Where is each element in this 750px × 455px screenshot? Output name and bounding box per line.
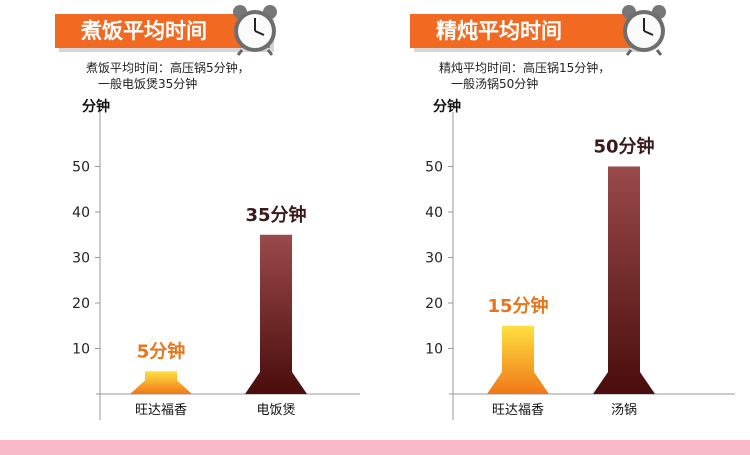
y-tick-label: 50 bbox=[72, 160, 90, 176]
description-line-1: 精炖平均时间：高压锅15分钟， bbox=[439, 61, 611, 75]
bar-competitor bbox=[593, 166, 655, 394]
y-tick-label: 10 bbox=[72, 342, 90, 358]
y-tick-label: 30 bbox=[72, 251, 90, 267]
bar-competitor bbox=[245, 234, 307, 394]
bar-value-label: 50分钟 bbox=[593, 136, 654, 158]
bar-value-label: 35分钟 bbox=[245, 204, 306, 226]
x-category-label: 汤锅 bbox=[611, 402, 637, 418]
left-panel: 煮饭平均时间 煮饭平均时间：高压锅5分钟， 一般电饭煲35分钟 分钟 10 20 3… bbox=[0, 0, 375, 440]
bar-brand bbox=[487, 325, 549, 394]
y-tick-label: 50 bbox=[425, 160, 443, 176]
x-category-label: 电饭煲 bbox=[256, 402, 295, 418]
description-line-2: 一般电饭煲35分钟 bbox=[98, 77, 198, 91]
x-category-label: 旺达福香 bbox=[492, 403, 544, 418]
y-tick-label: 30 bbox=[425, 251, 443, 267]
y-tick-label: 40 bbox=[425, 205, 443, 221]
y-tick-label: 40 bbox=[72, 205, 90, 221]
y-tick-label: 10 bbox=[425, 342, 443, 358]
bar-brand bbox=[130, 371, 192, 394]
right-panel: 精炖平均时间 精炖平均时间：高压锅15分钟， 一般汤锅50分钟 分钟 10 20 3… bbox=[375, 0, 750, 440]
footer-stripe bbox=[0, 440, 750, 455]
y-tick-label: 20 bbox=[425, 296, 443, 312]
y-tick-label: 20 bbox=[72, 296, 90, 312]
bar-value-label: 15分钟 bbox=[487, 295, 548, 317]
description-line-1: 煮饭平均时间：高压锅5分钟， bbox=[86, 61, 250, 75]
panel-title-banner: 精炖平均时间 bbox=[410, 14, 645, 48]
x-category-label: 旺达福香 bbox=[135, 403, 187, 418]
description-line-2: 一般汤锅50分钟 bbox=[451, 77, 539, 91]
alarm-clock-icon bbox=[622, 5, 666, 56]
alarm-clock-icon bbox=[233, 5, 277, 56]
y-axis-unit-label: 分钟 bbox=[82, 99, 110, 115]
y-axis-unit-label: 分钟 bbox=[433, 99, 461, 115]
description-text: 煮饭平均时间：高压锅5分钟， 一般电饭煲35分钟 bbox=[86, 60, 250, 92]
bar-value-label: 5分钟 bbox=[137, 340, 186, 362]
description-text: 精炖平均时间：高压锅15分钟， 一般汤锅50分钟 bbox=[439, 60, 610, 92]
